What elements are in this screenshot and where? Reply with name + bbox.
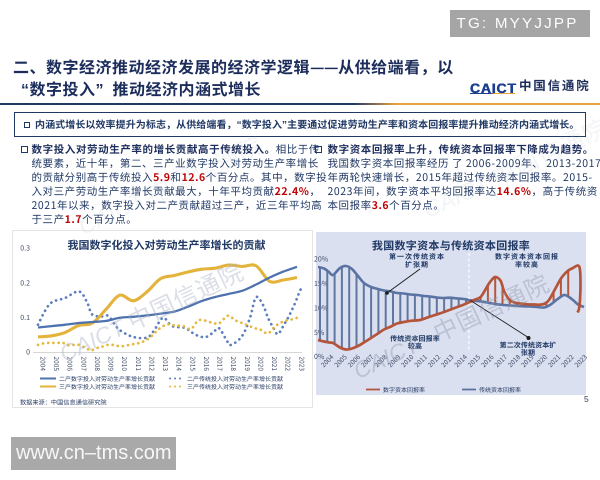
svg-text:0.2: 0.2	[20, 278, 30, 288]
svg-text:数据来源：中国信息通信研究院: 数据来源：中国信息通信研究院	[20, 398, 107, 407]
svg-text:2011: 2011	[134, 357, 144, 372]
svg-text:2014: 2014	[175, 357, 185, 372]
svg-text:传统资本回报率: 传统资本回报率	[479, 385, 521, 394]
svg-text:0.1: 0.1	[20, 313, 30, 323]
svg-text:2016: 2016	[202, 357, 212, 372]
svg-text:传统资本回报率: 传统资本回报率	[390, 334, 440, 344]
svg-text:二产数字投入对劳动生产率增长贡献: 二产数字投入对劳动生产率增长贡献	[59, 374, 155, 383]
svg-text:2022: 2022	[284, 357, 294, 372]
svg-text:0: 0	[26, 348, 30, 358]
svg-text:率较高: 率较高	[515, 260, 539, 270]
svg-text:2010: 2010	[120, 357, 130, 372]
svg-text:较高: 较高	[408, 342, 422, 352]
svg-text:三产传统投入对劳动生产率增长贡献: 三产传统投入对劳动生产率增长贡献	[187, 382, 283, 391]
svg-text:2023: 2023	[297, 357, 307, 372]
svg-text:2012: 2012	[147, 357, 157, 372]
svg-text:2006: 2006	[66, 357, 76, 372]
svg-text:2005: 2005	[52, 357, 62, 372]
svg-text:扩张期: 扩张期	[405, 260, 429, 270]
svg-text:张期: 张期	[521, 348, 535, 358]
svg-text:第二次传统资本扩: 第二次传统资本扩	[500, 341, 557, 351]
svg-text:2004: 2004	[38, 357, 48, 372]
svg-text:数字资本回报率: 数字资本回报率	[383, 385, 425, 394]
svg-text:我国数字资本与传统资本回报率: 我国数字资本与传统资本回报率	[372, 238, 530, 254]
svg-text:2009: 2009	[107, 357, 117, 372]
svg-text:2017: 2017	[216, 357, 226, 372]
svg-text:0%: 0%	[314, 352, 325, 362]
svg-text:10%: 10%	[314, 303, 329, 313]
svg-text:第一次传统资本: 第一次传统资本	[389, 252, 445, 262]
svg-text:二产传统投入对劳动生产率增长贡献: 二产传统投入对劳动生产率增长贡献	[187, 374, 283, 383]
svg-text:2020: 2020	[257, 357, 267, 372]
svg-text:2013: 2013	[161, 357, 171, 372]
svg-text:三产数字投入对劳动生产率增长贡献: 三产数字投入对劳动生产率增长贡献	[59, 382, 155, 391]
svg-text:2019: 2019	[243, 357, 253, 372]
svg-text:2015: 2015	[188, 357, 198, 372]
svg-text:2018: 2018	[229, 357, 239, 372]
svg-text:0.3: 0.3	[20, 244, 30, 254]
svg-text:2007: 2007	[79, 357, 89, 372]
svg-text:15%: 15%	[314, 279, 329, 289]
svg-text:我国数字化投入对劳动生产率增长的贡献: 我国数字化投入对劳动生产率增长的贡献	[68, 237, 266, 253]
svg-text:数字资本资本回报: 数字资本资本回报	[495, 252, 559, 262]
svg-text:2008: 2008	[93, 357, 103, 372]
svg-text:20%: 20%	[314, 254, 329, 264]
svg-text:2021: 2021	[270, 357, 280, 372]
